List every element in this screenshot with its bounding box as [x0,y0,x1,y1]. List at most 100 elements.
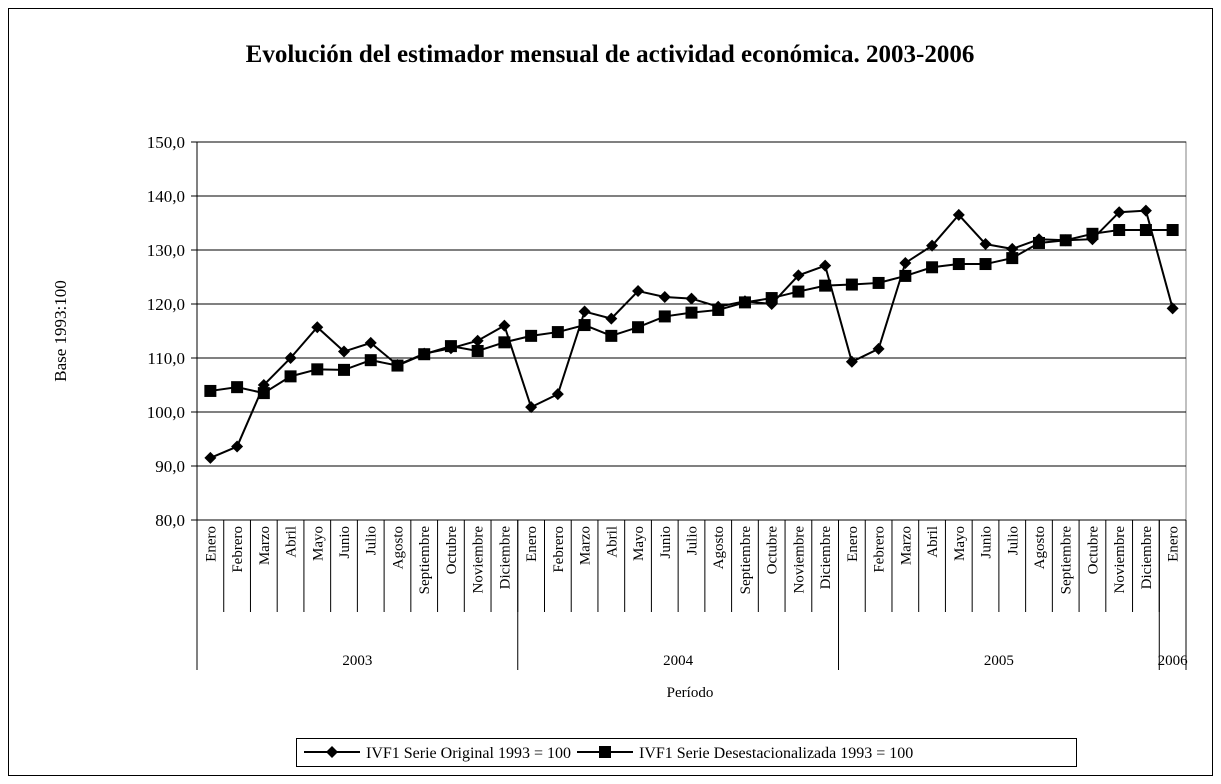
x-tick-label: Agosto [390,526,406,569]
x-tick-label: Marzo [578,526,594,565]
group-label: 2005 [984,653,1014,669]
marker [391,359,404,372]
x-tick-label: Julio [364,526,380,555]
x-tick-label: Junio [979,526,995,559]
marker [658,310,671,323]
marker [284,352,297,364]
x-tick-label: Junio [658,526,674,559]
y-tick-label: 100,0 [147,403,185,422]
y-tick-label: 130,0 [147,241,185,260]
x-tick-label: Septiembre [1059,526,1075,595]
marker [204,384,217,397]
x-tick-label: Diciembre [1139,526,1155,590]
marker [819,279,832,292]
x-tick-label: Mayo [952,526,968,561]
y-tick-label: 110,0 [147,349,185,368]
chart-title: Evolución del estimador mensual de activ… [246,41,975,68]
marker [471,344,484,357]
marker [1059,234,1072,247]
marker [1086,227,1099,240]
x-tick-label: Julio [1005,526,1021,555]
marker [498,336,511,349]
marker [685,306,698,319]
marker [605,329,618,342]
marker [926,239,939,252]
marker [872,342,885,355]
marker [1139,204,1152,217]
marker [338,345,351,358]
marker [418,348,431,361]
marker [1166,302,1179,315]
group-label: 2003 [342,653,372,669]
x-tick-label: Marzo [898,526,914,565]
marker [338,363,351,376]
x-tick-label: Diciembre [497,526,513,590]
marker [444,340,457,353]
legend-label: IVF1 Serie Desestacionalizada 1993 = 100 [639,745,913,762]
marker [599,746,611,758]
group-label: 2006 [1158,653,1189,669]
marker [471,334,484,347]
x-tick-label: Octubre [1085,526,1101,575]
y-tick-label: 120,0 [147,295,185,314]
x-tick-label: Septiembre [738,526,754,595]
x-tick-label: Enero [203,526,219,562]
marker [1006,252,1019,265]
marker [926,261,939,274]
marker [1113,224,1126,237]
marker [578,305,591,318]
marker [632,321,645,334]
marker [845,355,858,368]
marker [658,290,671,303]
marker [899,269,912,282]
plot-area [196,141,1187,521]
marker [792,285,805,298]
x-tick-label: Mayo [631,526,647,561]
x-axis-label: Período [667,685,714,701]
x-tick-label: Abril [925,526,941,558]
x-tick-label: Septiembre [417,526,433,595]
x-tick-label: Octubre [765,526,781,575]
marker [712,303,725,316]
legend [296,738,1077,767]
marker [979,258,992,271]
x-tick-label: Noviembre [791,526,807,594]
x-tick-label: Febrero [872,526,888,573]
x-tick-label: Mayo [310,526,326,561]
marker [311,363,324,376]
x-tick-label: Abril [604,526,620,558]
marker [364,336,377,349]
x-tick-label: Junio [337,526,353,559]
x-tick-label: Diciembre [818,526,834,590]
marker [498,319,511,332]
marker [765,292,778,305]
marker [284,370,297,383]
y-tick-label: 150,0 [147,133,185,152]
marker [364,354,377,367]
marker [525,329,538,342]
x-tick-label: Julio [685,526,701,555]
x-tick-label: Noviembre [1112,526,1128,594]
marker [792,269,805,282]
marker [899,256,912,269]
marker [551,388,564,401]
marker [1113,206,1126,219]
marker [605,312,618,325]
x-tick-label: Enero [1166,526,1182,562]
marker [257,387,270,400]
marker [1139,224,1152,237]
x-tick-label: Agosto [711,526,727,569]
x-tick-label: Noviembre [471,526,487,594]
x-tick-label: Febrero [551,526,567,573]
marker [311,321,324,334]
marker [551,326,564,339]
marker [231,381,244,394]
marker [979,238,992,251]
y-axis-label: Base 1993:100 [51,280,70,382]
marker [204,451,217,464]
marker [632,285,645,298]
x-tick-label: Febrero [230,526,246,573]
marker [1166,224,1179,237]
x-tick-label: Marzo [257,526,273,565]
